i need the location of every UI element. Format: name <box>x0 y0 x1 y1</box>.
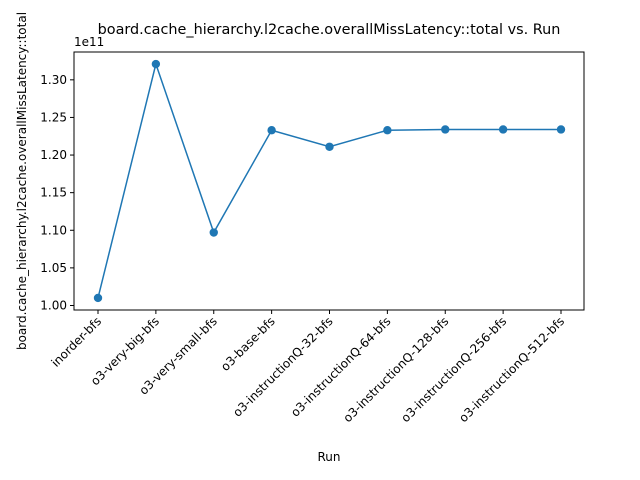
data-point <box>383 126 392 135</box>
x-axis-label: Run <box>317 450 340 464</box>
data-point <box>556 125 566 134</box>
y-tick-label: 1.10 <box>40 223 67 237</box>
data-point <box>93 293 103 303</box>
y-offset-label: 1e11 <box>74 35 104 49</box>
plot-frame <box>73 51 585 311</box>
y-tick-label: 1.05 <box>40 261 67 275</box>
data-point <box>267 126 276 135</box>
y-tick-label: 1.20 <box>40 148 67 162</box>
y-tick-label: 1.25 <box>40 110 67 124</box>
data-point <box>325 142 334 151</box>
y-tick-label: 1.30 <box>40 73 67 87</box>
y-axis-label: board.cache_hierarchy.l2cache.overallMis… <box>15 12 29 350</box>
data-point <box>209 228 218 237</box>
y-tick-label: 1.15 <box>40 186 67 200</box>
data-point <box>151 59 161 69</box>
y-axis-ticks: 1.00 1.05 1.10 1.15 1.20 1.25 1.30 <box>40 73 74 312</box>
data-point <box>441 125 450 134</box>
y-tick-label: 1.00 <box>40 298 67 312</box>
chart-title: board.cache_hierarchy.l2cache.overallMis… <box>98 22 561 38</box>
data-point <box>498 125 508 134</box>
plot-area <box>93 59 566 303</box>
